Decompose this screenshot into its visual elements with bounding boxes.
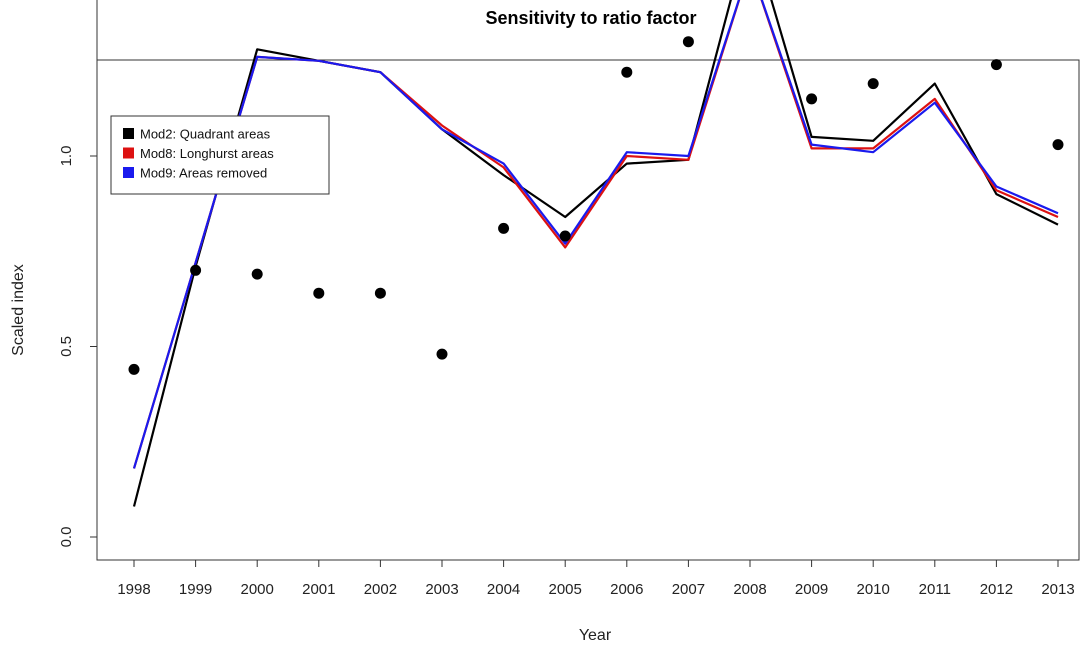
x-tick-label: 2004 [487,581,520,598]
x-tick-label: 2006 [610,581,643,598]
legend-label: Mod8: Longhurst areas [140,146,274,161]
legend-label: Mod2: Quadrant areas [140,127,271,142]
x-tick-label: 2013 [1041,581,1074,598]
observed-point [682,36,694,48]
observed-point [806,93,818,105]
x-axis-label: Year [579,627,612,644]
observed-points [128,36,1064,375]
observed-point [251,268,263,280]
legend: Mod2: Quadrant areas Mod8: Longhurst area… [110,115,330,195]
observed-point [190,264,202,276]
observed-point [1052,139,1064,151]
x-tick-label: 2011 [919,581,951,598]
observed-point [313,287,325,299]
series-line-1 [132,0,1059,507]
y-tick-label: 0.5 [58,336,75,357]
x-tick-label: 1999 [179,581,212,598]
x-axis: 1998 1999 2000 2001 2002 2003 2004 2005 2006 2007… [117,559,1075,598]
x-tick-label: 2007 [672,581,705,598]
observed-point [990,59,1002,71]
legend-swatch [123,128,134,139]
x-tick-label: 2000 [241,581,274,598]
x-tick-label: 2002 [364,581,397,598]
observed-point [559,230,571,242]
observed-point [128,363,140,375]
observed-point [867,78,879,90]
y-tick-label: 1.0 [58,146,75,167]
chart-title: Sensitivity to ratio factor [485,8,696,28]
observed-point [436,348,448,360]
observed-point [374,287,386,299]
legend-swatch [123,167,134,178]
legend-label: Mod9: Areas removed [140,166,267,181]
observed-point [621,66,633,78]
x-tick-label: 2010 [857,581,890,598]
x-tick-label: 2008 [733,581,766,598]
y-axis-label: Scaled index [10,264,27,356]
series-line-2 [132,0,1059,469]
x-tick-label: 2009 [795,581,828,598]
observed-point [498,222,510,234]
x-tick-label: 2005 [549,581,582,598]
series-line-3 [132,0,1059,469]
x-tick-label: 2012 [980,581,1013,598]
series-lines [132,0,1059,507]
x-tick-label: 2003 [425,581,458,598]
legend-box [110,115,330,195]
x-tick-label: 2001 [302,581,335,598]
x-tick-label: 1998 [117,581,150,598]
y-tick-label: 0.0 [58,527,75,548]
y-axis: 0.00.51.01.52.0 [58,0,98,548]
legend-swatch [123,147,134,159]
